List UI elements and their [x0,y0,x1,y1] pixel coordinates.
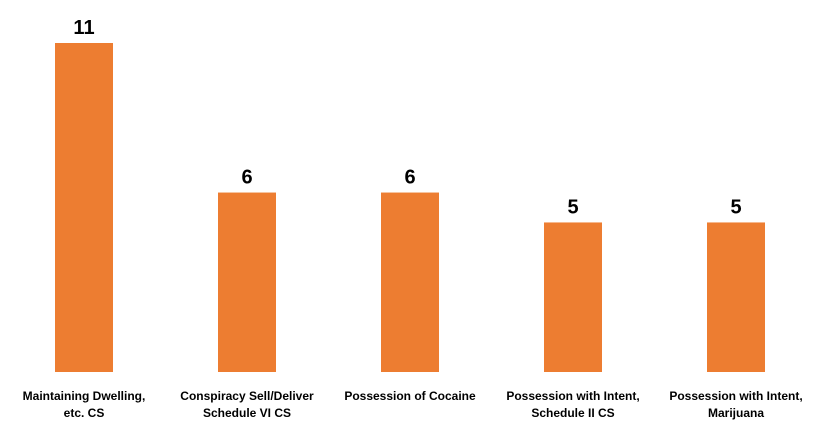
category-label-line: Conspiracy Sell/Deliver [180,389,314,403]
category-label-line: Possession with Intent, [669,389,802,403]
data-label-3: 5 [567,196,578,218]
bars-group [55,43,765,372]
category-label-1: Conspiracy Sell/Deliver Schedule VI CS [180,389,314,420]
bar-3 [544,222,602,372]
data-label-2: 6 [404,167,415,189]
category-label-line: Marijuana [708,406,764,420]
category-label-line: Maintaining Dwelling, [23,389,146,403]
value-labels-group: 11 6 6 5 5 [73,17,741,218]
category-label-2: Possession of Cocaine [344,389,476,403]
data-label-4: 5 [730,196,741,218]
bar-1 [218,192,276,372]
category-label-3: Possession with Intent, Schedule II CS [506,389,639,420]
data-label-1: 6 [241,167,252,189]
category-label-0: Maintaining Dwelling, etc. CS [23,389,146,420]
category-label-line: Schedule II CS [531,406,614,420]
category-labels-group: Maintaining Dwelling, etc. CS Conspiracy S… [23,389,803,420]
category-label-line: Possession with Intent, [506,389,639,403]
category-label-line: Schedule VI CS [203,406,291,420]
bar-2 [381,192,439,372]
category-label-line: Possession of Cocaine [344,389,476,403]
category-label-4: Possession with Intent, Marijuana [669,389,802,420]
data-label-0: 11 [73,17,94,39]
category-label-line: etc. CS [64,406,105,420]
bar-0 [55,43,113,372]
bar-4 [707,222,765,372]
